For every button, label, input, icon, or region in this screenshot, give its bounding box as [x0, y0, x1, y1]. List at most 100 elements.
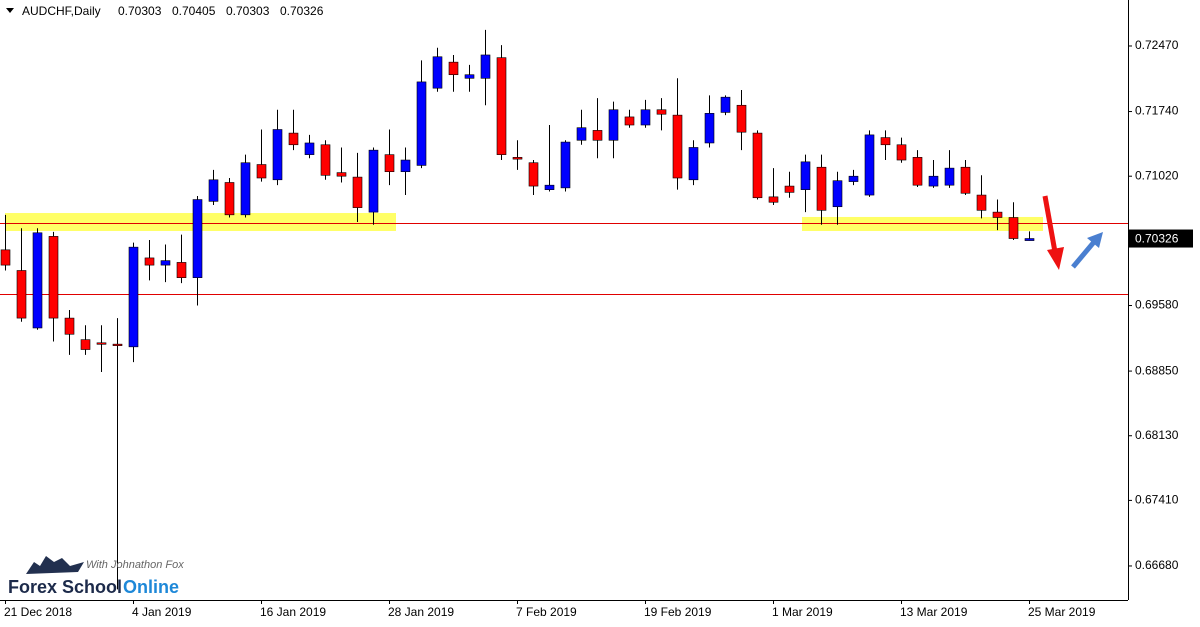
y-tick-label: 0.66680 — [1135, 558, 1179, 572]
candle-body — [96, 342, 107, 345]
candle-body — [64, 317, 75, 335]
candle-body — [16, 270, 27, 319]
y-tick-label: 0.71740 — [1135, 104, 1179, 118]
candle-body — [640, 109, 651, 126]
down-arrow — [1042, 195, 1058, 253]
candle-body — [608, 109, 619, 141]
candle-body — [192, 199, 203, 278]
y-tick-label: 0.72470 — [1135, 38, 1179, 52]
candle-body — [464, 74, 475, 79]
candle-body — [752, 132, 763, 199]
candle-body — [912, 157, 923, 186]
candle-body — [432, 56, 443, 89]
candle-body — [272, 129, 283, 181]
candle-body — [1024, 238, 1035, 241]
ohlc-low: 0.70303 — [226, 4, 270, 18]
arrows — [1042, 195, 1103, 270]
current-price-label: 0.70326 — [1135, 232, 1179, 246]
candle-body — [368, 149, 379, 213]
candle-body — [816, 166, 827, 211]
ohlc-close: 0.70326 — [280, 4, 324, 18]
candle-body — [112, 343, 123, 346]
candle-body — [560, 141, 571, 189]
chart-title: AUDCHF,Daily — [22, 4, 101, 18]
candle-body — [544, 184, 555, 190]
x-tick-label: 16 Jan 2019 — [260, 605, 326, 619]
candle-body — [224, 182, 235, 216]
candle-body — [304, 142, 315, 155]
candle-body — [32, 232, 43, 329]
logo-tagline: With Johnathon Fox — [86, 559, 184, 571]
candle-body — [864, 134, 875, 196]
up-arrow-head — [1087, 232, 1103, 248]
candle-body — [976, 194, 987, 211]
candle-body — [944, 167, 955, 186]
candle-body — [688, 147, 699, 181]
x-tick-label: 25 Mar 2019 — [1028, 605, 1096, 619]
candle-body — [528, 162, 539, 187]
x-tick-label: 13 Mar 2019 — [900, 605, 968, 619]
x-tick-label: 19 Feb 2019 — [644, 605, 712, 619]
candle-body — [336, 172, 347, 177]
down-arrow-head — [1047, 247, 1064, 270]
x-tick-label: 7 Feb 2019 — [516, 605, 577, 619]
candle-body — [848, 175, 859, 182]
candle-body — [448, 61, 459, 76]
x-tick-label: 4 Jan 2019 — [132, 605, 192, 619]
candle-body — [160, 260, 171, 266]
candle-body — [416, 81, 427, 166]
candle-body — [208, 179, 219, 202]
candle-body — [720, 96, 731, 113]
candle-body — [80, 339, 91, 350]
y-tick-label: 0.71020 — [1135, 168, 1179, 182]
y-tick-label: 0.68850 — [1135, 363, 1179, 377]
candle-body — [576, 127, 587, 141]
logo-name: Forex School — [8, 577, 122, 597]
plot — [0, 29, 1128, 590]
candle-body — [48, 236, 59, 319]
candle-body — [144, 257, 155, 266]
logo-brand: Online — [123, 577, 179, 597]
candle-body — [240, 162, 251, 216]
candle-body — [512, 157, 523, 160]
candle-body — [256, 164, 267, 179]
y-tick-label: 0.67410 — [1135, 493, 1179, 507]
ohlc-high: 0.70405 — [172, 4, 216, 18]
candle-body — [352, 176, 363, 208]
candle-body — [400, 159, 411, 173]
candle-body — [496, 57, 507, 155]
candle-body — [896, 144, 907, 161]
candle-body — [784, 185, 795, 193]
menu-triangle[interactable] — [6, 8, 14, 13]
candle-body — [672, 114, 683, 179]
candle-body — [592, 130, 603, 141]
ohlc-open: 0.70303 — [118, 4, 162, 18]
candle-body — [1008, 217, 1019, 239]
candle-body — [624, 116, 635, 126]
candle-body — [176, 262, 187, 278]
x-tick-label: 1 Mar 2019 — [772, 605, 833, 619]
candle-body — [384, 154, 395, 173]
candle-body — [656, 109, 667, 115]
candle-body — [992, 211, 1003, 218]
candle-body — [704, 113, 715, 144]
candle-body — [128, 246, 139, 348]
candle-body — [288, 132, 299, 146]
candle-body — [768, 196, 779, 203]
candle-body — [960, 166, 971, 194]
y-tick-label: 0.69580 — [1135, 298, 1179, 312]
candle-body — [880, 137, 891, 146]
candle-body — [832, 180, 843, 208]
current-price-tag — [1129, 229, 1193, 248]
x-tick-label: 28 Jan 2019 — [388, 605, 454, 619]
candle-body — [480, 54, 491, 79]
watermark: With Johnathon Fox Forex School Online — [8, 556, 184, 597]
candle-body — [736, 104, 747, 133]
up-arrow — [1071, 240, 1096, 269]
candle-body — [800, 161, 811, 190]
y-tick-label: 0.68130 — [1135, 428, 1179, 442]
candle-body — [320, 144, 331, 176]
candle-body — [0, 249, 11, 266]
